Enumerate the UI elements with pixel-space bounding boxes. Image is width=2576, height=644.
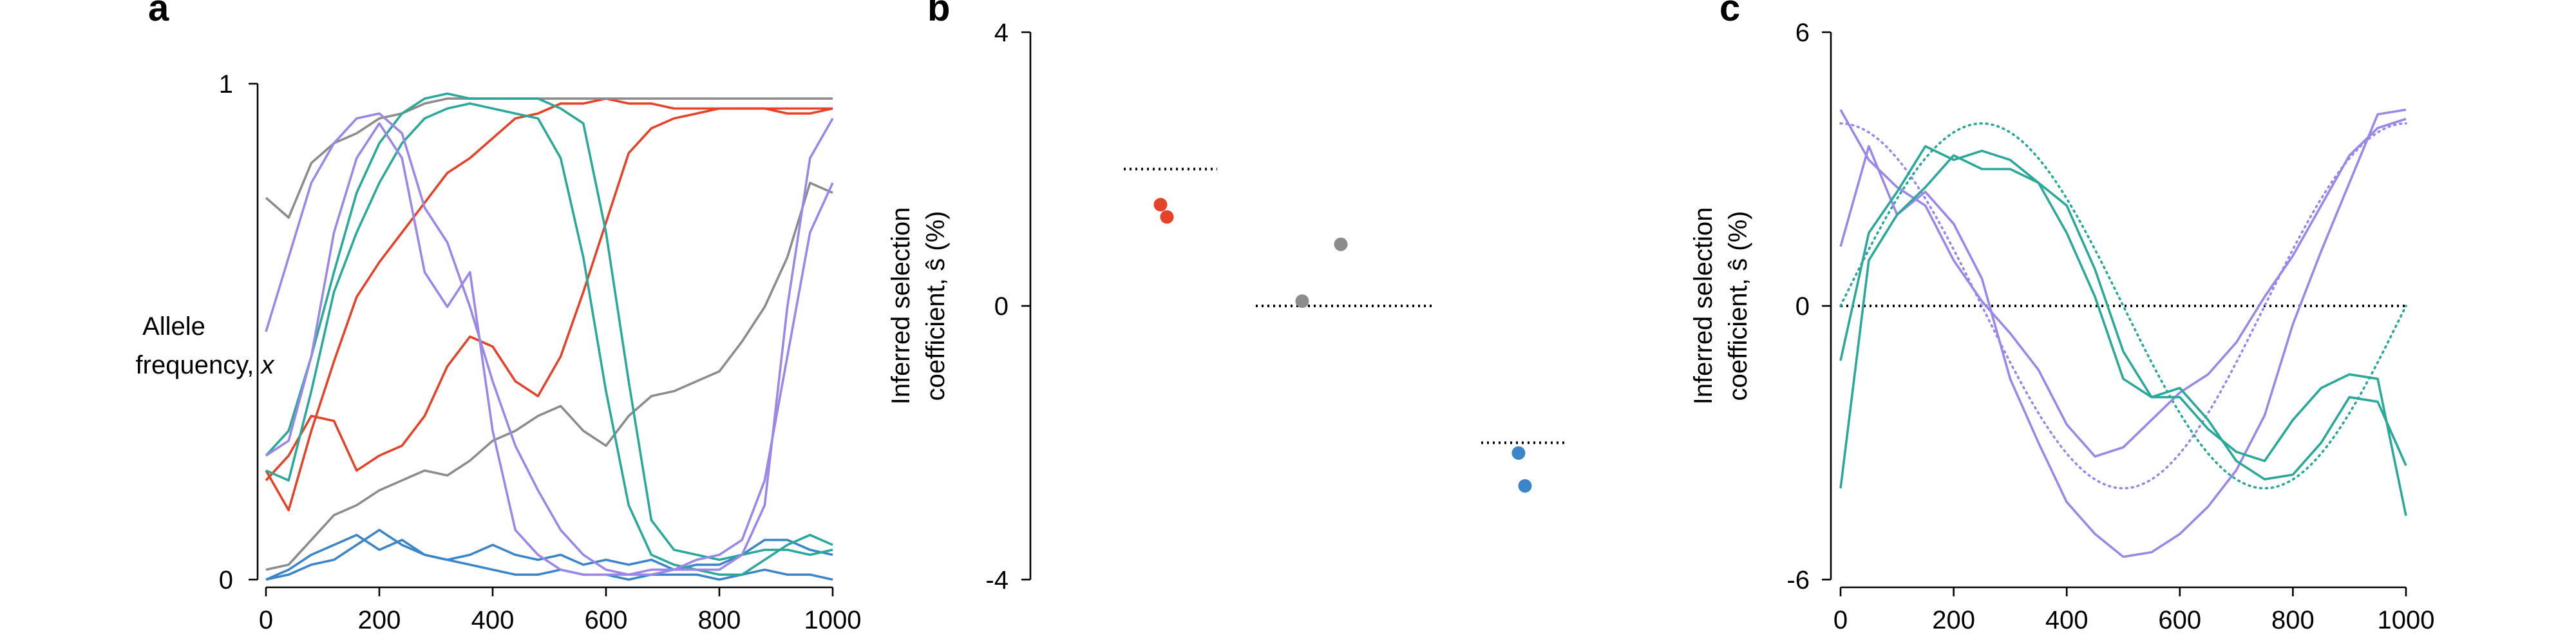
panel-a-letter: a	[148, 0, 169, 29]
panel-c-ylabel-line1: Inferred selection	[1689, 207, 1718, 405]
panel-c-ylabel-line2: coefficient, ŝ (%)	[1724, 211, 1752, 401]
panel-c-true-curve-purple	[1839, 122, 2407, 490]
panel-b-letter: b	[927, 0, 950, 29]
panel-c: c Inferred selection coefficient, ŝ (%) …	[1689, 0, 2434, 634]
panel-a-xtick-label-1000: 1000	[804, 606, 862, 634]
panel-a-series-3-gray	[265, 182, 833, 571]
panel-a-xtick-label-800: 800	[698, 606, 741, 634]
panel-a-ytick-label-0: 0	[219, 566, 233, 594]
panel-c-xtick-label-1000: 1000	[2378, 606, 2435, 634]
panel-a-series-1-red	[265, 107, 833, 482]
panel-c-ytick-label-0: 0	[1795, 292, 1810, 321]
panel-b-ylabel-line2: coefficient, ŝ (%)	[922, 211, 950, 401]
panel-a-ylabel-line1: Allele	[142, 312, 205, 341]
panel-b-point-blue-2	[1518, 478, 1532, 493]
panel-b: b Inferred selection coefficient, ŝ (%) …	[887, 0, 1568, 594]
panel-a-xticks: 0 200 400 600 800 1000	[259, 587, 862, 634]
panel-c-true-curve-teal	[1839, 122, 2407, 490]
panel-b-point-gray-1	[1295, 294, 1309, 308]
panel-a-xtick-label-600: 600	[585, 606, 628, 634]
panel-b-ytick-label-0: 0	[994, 292, 1009, 321]
panel-b-ytick-label-4: 4	[994, 19, 1009, 47]
panel-a-series-9-purple	[265, 122, 834, 576]
panel-c-series	[1839, 108, 2407, 558]
panel-c-series-0-purple	[1839, 109, 2407, 458]
panel-a-xtick-label-400: 400	[471, 606, 515, 634]
panel-b-point-gray-2	[1334, 237, 1348, 251]
panel-c-series-3-teal	[1839, 154, 2407, 489]
panel-b-point-red-1	[1153, 198, 1168, 212]
panel-a-ylabel-line2: frequency, x	[136, 351, 276, 379]
panel-c-xtick-label-600: 600	[2158, 606, 2201, 634]
panel-a-series-8-purple	[265, 112, 834, 576]
panel-b-ytick-label-minus4: -4	[985, 566, 1009, 594]
panel-a-series-7-teal	[265, 102, 833, 576]
panel-b-ylabel-line1: Inferred selection	[887, 207, 915, 405]
panel-c-xticks: 0 200 400 600 800 1000	[1833, 587, 2435, 634]
panel-c-ytick-label-minus6: -6	[1786, 566, 1810, 594]
panel-a-xtick-label-0: 0	[259, 606, 273, 634]
panel-b-marks	[1124, 167, 1568, 493]
panel-c-letter: c	[1719, 0, 1740, 29]
panel-a-series-6-teal	[265, 92, 833, 561]
panel-c-xtick-label-400: 400	[2045, 606, 2088, 634]
panel-a-ytick-label-1: 1	[219, 70, 233, 99]
panel-a: a Allele frequency, x 1 0 0 200 400 600 800 1…	[136, 0, 862, 634]
panel-b-point-red-2	[1160, 210, 1174, 224]
panel-c-xtick-label-0: 0	[1833, 606, 1848, 634]
panel-c-xtick-label-200: 200	[1932, 606, 1975, 634]
panel-c-series-2-teal	[1839, 145, 2407, 516]
panel-a-series	[265, 92, 834, 581]
panel-a-xtick-label-200: 200	[358, 606, 401, 634]
panel-c-xtick-label-800: 800	[2271, 606, 2315, 634]
panel-c-ytick-label-6: 6	[1795, 19, 1810, 47]
panel-a-series-0-red	[265, 97, 833, 511]
panel-b-point-blue-1	[1511, 446, 1526, 460]
panel-c-series-1-purple	[1839, 108, 2407, 558]
panel-a-series-2-gray	[265, 97, 833, 219]
